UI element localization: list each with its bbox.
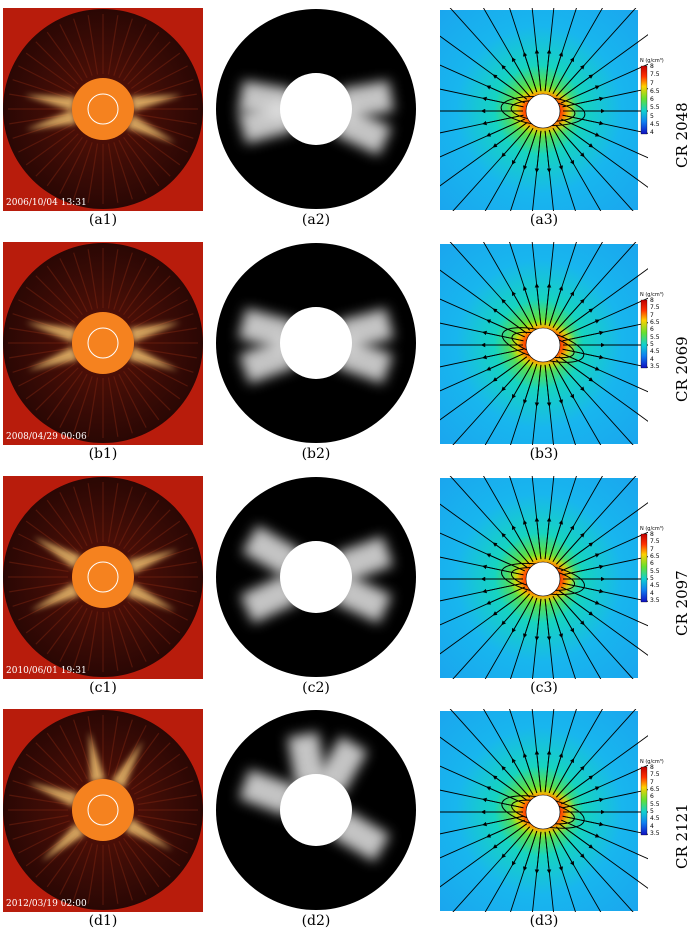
panel-caption-b3: (b3) (529, 446, 559, 462)
inner-disk (280, 541, 352, 613)
colorbar-tick-label: 5.5 (650, 567, 660, 575)
colorbar-tick-label: 6.5 (650, 553, 660, 560)
coronagraph-image-a1 (3, 8, 203, 211)
colorbar-tick-label: 6.5 (650, 319, 660, 326)
colorbar-tick-label: 6.5 (650, 786, 660, 793)
timestamp-label: 2006/10/04 13:31 (6, 198, 87, 208)
colorbar-tick-label: 4.5 (650, 120, 660, 128)
colorbar-tick-label: 5.5 (650, 104, 660, 112)
colorbar-title: N (g/cm³) (640, 759, 664, 765)
panel-caption-d3: (d3) (529, 913, 559, 929)
colorbar-tick-label: 3.5 (650, 363, 660, 370)
timestamp-label: 2012/03/19 02:00 (6, 899, 87, 909)
inner-disk (280, 307, 352, 379)
colorbar-tick-label: 4 (650, 589, 654, 597)
colorbar-tick-label: 7.5 (650, 304, 660, 312)
colorbar-tick-label: 8 (650, 764, 654, 771)
colorbar-tick-label: 7 (650, 311, 654, 319)
colorbar (640, 299, 648, 369)
density-map-c3 (440, 476, 648, 679)
inner-disk (280, 774, 352, 846)
panel-caption-b2: (b2) (301, 446, 331, 462)
colorbar-tick-label: 7 (650, 545, 654, 553)
carrington-rotation-label: CR 2069 (673, 336, 691, 402)
colorbar-tick-label: 8 (650, 63, 654, 70)
colorbar-tick-label: 5.5 (650, 333, 660, 341)
panel-caption-a2: (a2) (301, 212, 331, 228)
colorbar (640, 65, 648, 135)
panel-caption-d2: (d2) (301, 913, 331, 929)
panel-caption-c1: (c1) (89, 680, 117, 696)
colorbar-title: N (g/cm³) (640, 58, 664, 64)
colorbar-tick-label: 7.5 (650, 538, 660, 546)
density-map-a3 (440, 8, 648, 211)
density-map-b3 (440, 242, 648, 445)
timestamp-label: 2008/04/29 00:06 (6, 432, 87, 442)
panel-caption-d1: (d1) (88, 913, 118, 929)
colorbar-tick-label: 6 (650, 793, 654, 801)
carrington-rotation-label: CR 2048 (673, 102, 691, 168)
synthetic-image-a2 (216, 9, 416, 209)
colorbar-tick-label: 7 (650, 79, 654, 87)
sun-disk (525, 327, 561, 363)
solar-limb-circle (87, 93, 119, 125)
colorbar-title: N (g/cm³) (640, 292, 664, 298)
coronagraph-image-b1 (3, 242, 203, 445)
panel-caption-c2: (c2) (302, 680, 330, 696)
colorbar (640, 533, 648, 603)
colorbar-tick-label: 4 (650, 129, 654, 136)
colorbar-tick-label: 6.5 (650, 87, 660, 95)
inner-disk (280, 73, 352, 145)
colorbar-tick-label: 6 (650, 560, 654, 568)
colorbar-tick-label: 3.5 (650, 830, 660, 837)
occulter-disk (72, 546, 134, 608)
colorbar-tick-label: 5.5 (650, 800, 660, 808)
colorbar-tick-label: 6 (650, 96, 654, 103)
colorbar-tick-label: 7.5 (650, 71, 660, 79)
colorbar (640, 766, 648, 836)
coronagraph-image-c1 (3, 476, 203, 679)
occulter-disk (72, 779, 134, 841)
panel-caption-b1: (b1) (88, 446, 118, 462)
colorbar-tick-label: 6 (650, 326, 654, 334)
colorbar-tick-label: 7 (650, 778, 654, 786)
colorbar-tick-label: 4.5 (650, 348, 660, 356)
density-map-d3 (440, 709, 648, 912)
panel-caption-a1: (a1) (88, 212, 118, 228)
panel-caption-c3: (c3) (530, 680, 558, 696)
panel-caption-a3: (a3) (529, 212, 559, 228)
colorbar-tick-label: 4.5 (650, 582, 660, 590)
carrington-rotation-label: CR 2097 (673, 570, 691, 636)
colorbar-tick-label: 7.5 (650, 771, 660, 779)
sun-disk (525, 794, 561, 830)
colorbar-title: N (g/cm³) (640, 526, 664, 532)
colorbar-tick-label: 5 (650, 112, 654, 120)
colorbar-tick-label: 8 (650, 531, 654, 538)
occulter-disk (72, 312, 134, 374)
colorbar-tick-label: 4 (650, 822, 654, 830)
synthetic-image-c2 (216, 477, 416, 677)
occulter-disk (72, 78, 134, 140)
solar-limb-circle (87, 561, 119, 593)
solar-limb-circle (87, 327, 119, 359)
carrington-rotation-label: CR 2121 (673, 803, 691, 869)
colorbar-tick-label: 4 (650, 355, 654, 363)
sun-disk (525, 561, 561, 597)
coronagraph-image-d1 (3, 709, 203, 912)
colorbar-tick-label: 8 (650, 297, 654, 304)
synthetic-image-d2 (216, 710, 416, 910)
synthetic-image-b2 (216, 243, 416, 443)
colorbar-tick-label: 4.5 (650, 815, 660, 823)
colorbar-tick-label: 5 (650, 341, 654, 348)
sun-disk (525, 93, 561, 129)
solar-limb-circle (87, 794, 119, 826)
timestamp-label: 2010/06/01 19:31 (6, 666, 87, 676)
colorbar-tick-label: 5 (650, 808, 654, 815)
colorbar-tick-label: 5 (650, 575, 654, 582)
colorbar-tick-label: 3.5 (650, 597, 660, 604)
